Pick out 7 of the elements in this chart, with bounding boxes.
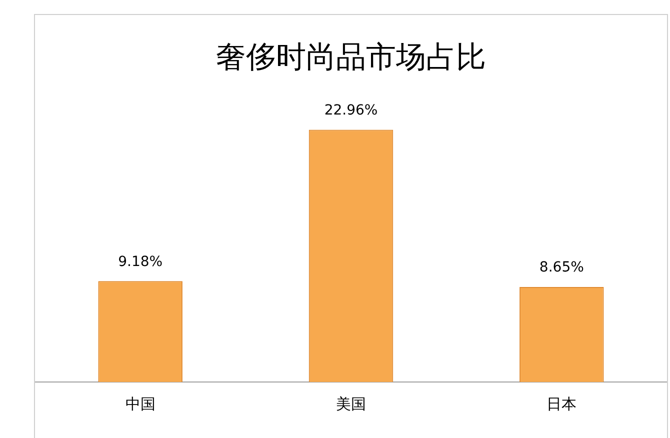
chart-title: 奢侈时尚品市场占比 [216, 40, 486, 75]
data-label: 9.18% [118, 254, 163, 270]
x-tick-label: 中国 [125, 394, 156, 413]
x-tick-label: 日本 [546, 394, 577, 413]
data-label: 22.96% [324, 102, 378, 118]
x-tick-label: 美国 [336, 394, 366, 413]
data-label: 8.65% [539, 260, 584, 276]
